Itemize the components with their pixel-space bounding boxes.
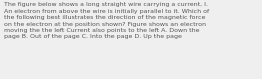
- Text: The figure below shows a long straight wire carrying a current, I.
An electron f: The figure below shows a long straight w…: [4, 2, 209, 39]
